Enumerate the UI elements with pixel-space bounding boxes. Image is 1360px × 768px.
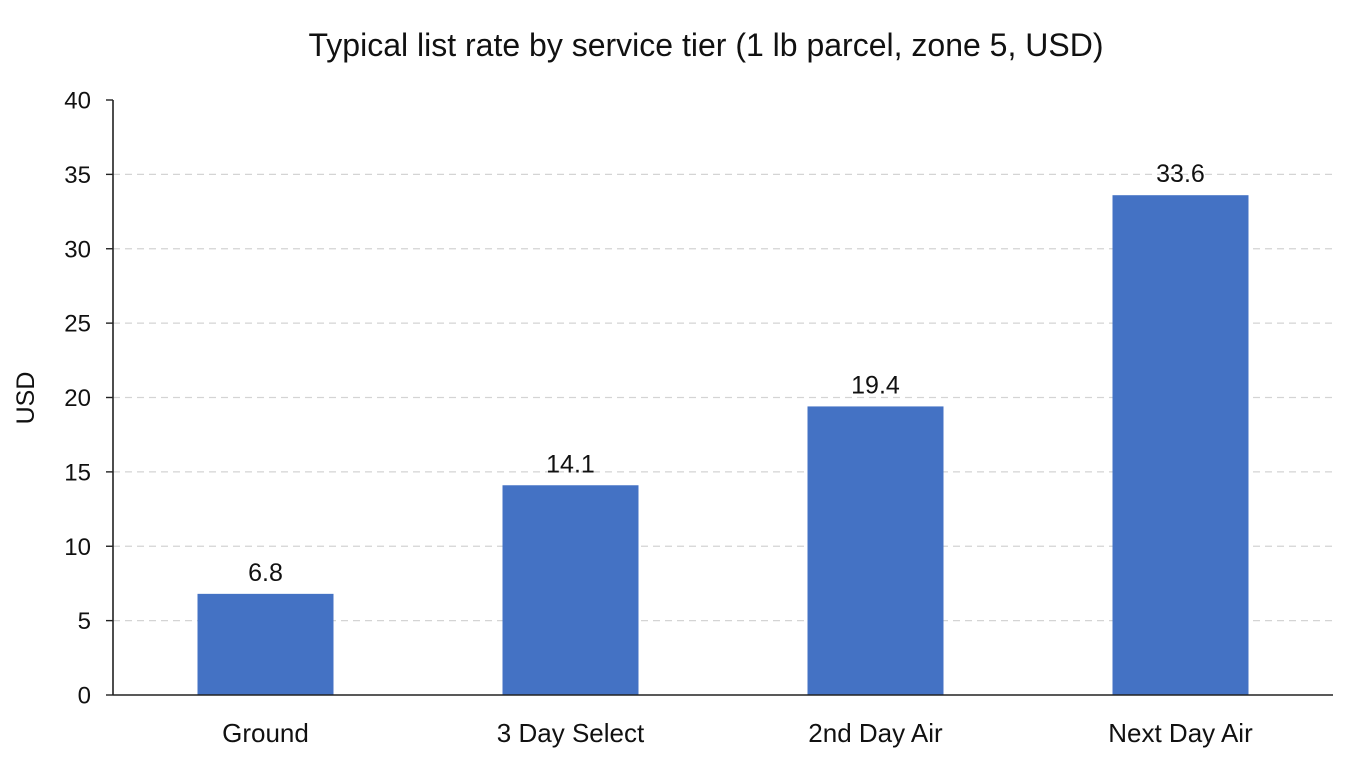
x-axis-ticks: Ground 3 Day Select 2nd Day Air Next Day Ai… (222, 718, 1253, 748)
bars (197, 195, 1249, 695)
bar-3-day-select (502, 485, 639, 695)
bar-next-day-air (1112, 195, 1249, 695)
y-tick-label-20: 20 (64, 385, 91, 412)
data-label-next-day-air: 33.6 (1156, 160, 1205, 188)
x-tick-label-next-day-air: Next Day Air (1108, 718, 1253, 748)
y-tick-label-30: 30 (64, 236, 91, 263)
y-tick-label-0: 0 (78, 683, 91, 710)
bar-ground (197, 593, 334, 695)
y-tick-label-10: 10 (64, 534, 91, 561)
data-label-2nd-day-air: 19.4 (851, 371, 900, 399)
y-axis-label: USD (12, 372, 40, 425)
bar-2nd-day-air (807, 406, 944, 695)
y-tick-label-40: 40 (64, 88, 91, 115)
y-tick-label-35: 35 (64, 162, 91, 189)
y-tick-label-25: 25 (64, 311, 91, 338)
data-label-ground: 6.8 (248, 559, 283, 587)
x-tick-label-2nd-day-air: 2nd Day Air (808, 718, 943, 748)
data-label-3-day-select: 14.1 (546, 450, 595, 478)
data-labels: 6.8 14.1 19.4 33.6 (248, 160, 1205, 587)
y-axis-ticks: 0 5 10 15 20 25 30 35 40 (64, 88, 113, 710)
x-tick-label-ground: Ground (222, 718, 309, 748)
x-tick-label-3-day-select: 3 Day Select (497, 718, 645, 748)
y-tick-label-15: 15 (64, 459, 91, 486)
chart-title: Typical list rate by service tier (1 lb … (309, 27, 1104, 63)
y-tick-label-5: 5 (78, 608, 91, 635)
